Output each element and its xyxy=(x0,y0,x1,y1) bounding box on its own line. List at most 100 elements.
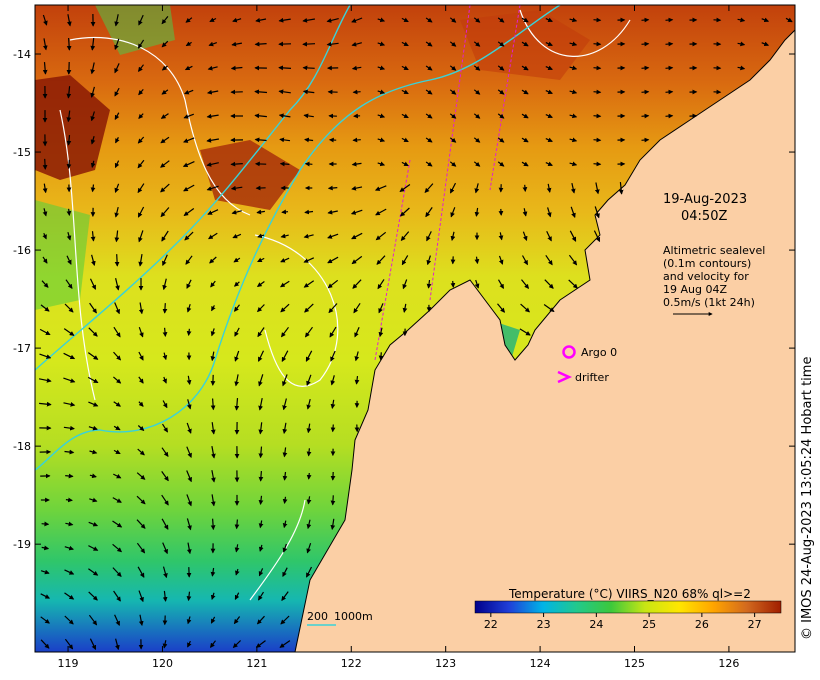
velocity-arrow xyxy=(327,256,339,264)
velocity-arrow xyxy=(66,110,72,123)
velocity-arrow xyxy=(210,398,216,411)
velocity-arrow xyxy=(450,280,456,288)
velocity-arrow xyxy=(257,257,265,263)
velocity-arrow xyxy=(162,303,168,314)
velocity-arrow xyxy=(112,520,123,528)
velocity-arrow xyxy=(112,567,122,577)
velocity-arrow xyxy=(474,183,480,194)
velocity-arrow xyxy=(449,65,457,71)
velocity-arrow xyxy=(569,161,578,167)
velocity-arrow xyxy=(593,230,601,243)
velocity-arrow xyxy=(545,137,553,142)
velocity-arrow xyxy=(114,38,120,50)
velocity-arrow xyxy=(138,64,144,72)
velocity-arrow xyxy=(160,183,170,193)
velocity-arrow xyxy=(593,41,602,47)
velocity-arrow xyxy=(112,543,123,553)
colorbar-title: Temperature (°C) VIIRS_N20 68% ql>=2 xyxy=(508,587,751,601)
velocity-arrow xyxy=(278,17,291,23)
velocity-arrow xyxy=(378,303,384,314)
velocity-arrow xyxy=(280,615,290,625)
velocity-arrow xyxy=(449,113,457,119)
velocity-arrow xyxy=(497,41,505,47)
sealevel-contour xyxy=(519,9,631,57)
velocity-arrow xyxy=(498,255,504,265)
velocity-arrow xyxy=(641,89,650,95)
velocity-arrow xyxy=(593,161,602,167)
velocity-arrow xyxy=(327,209,338,215)
velocity-arrow xyxy=(279,137,291,143)
velocity-arrow xyxy=(210,518,216,531)
velocity-arrow xyxy=(89,449,98,455)
velocity-arrow xyxy=(90,86,95,98)
velocity-arrow xyxy=(207,65,218,71)
velocity-arrow xyxy=(88,327,98,337)
velocity-arrow xyxy=(113,590,121,602)
velocity-arrow xyxy=(425,161,433,167)
colorbar-tick-label: 23 xyxy=(537,618,551,631)
velocity-arrow xyxy=(257,233,265,239)
lon-tick-label: 124 xyxy=(530,657,551,670)
velocity-arrow xyxy=(521,137,529,143)
velocity-arrow xyxy=(162,254,168,267)
velocity-arrow xyxy=(255,640,266,648)
velocity-arrow xyxy=(161,40,169,48)
velocity-arrow xyxy=(115,278,120,291)
velocity-arrow xyxy=(254,137,267,143)
velocity-arrow xyxy=(89,302,97,314)
velocity-arrow xyxy=(186,542,192,555)
velocity-arrow xyxy=(400,231,410,242)
velocity-arrow xyxy=(401,255,409,266)
velocity-arrow xyxy=(161,65,168,71)
velocity-arrow xyxy=(162,640,168,649)
velocity-arrow xyxy=(41,280,49,288)
velocity-arrow xyxy=(184,231,194,241)
velocity-arrow xyxy=(257,350,265,362)
velocity-arrow xyxy=(425,41,433,47)
velocity-arrow xyxy=(425,207,433,218)
velocity-arrow xyxy=(42,256,48,264)
lat-tick-label: -18 xyxy=(13,440,31,453)
velocity-arrow xyxy=(211,305,216,312)
velocity-arrow xyxy=(570,182,576,194)
velocity-arrow xyxy=(402,303,408,313)
velocity-arrow xyxy=(162,352,168,361)
velocity-arrow xyxy=(425,17,433,23)
velocity-arrow xyxy=(162,278,167,291)
velocity-arrow xyxy=(401,17,409,23)
velocity-arrow xyxy=(400,207,410,217)
velocity-arrow xyxy=(665,89,674,95)
land xyxy=(294,5,795,652)
velocity-arrow xyxy=(665,65,674,71)
velocity-arrow xyxy=(450,231,456,241)
velocity-arrow xyxy=(497,137,505,143)
velocity-arrow xyxy=(304,303,314,313)
velocity-arrow xyxy=(207,89,219,95)
velocity-arrow xyxy=(138,302,144,315)
velocity-arrow xyxy=(233,257,241,263)
velocity-arrow xyxy=(138,401,144,407)
velocity-arrow xyxy=(184,89,194,95)
velocity-arrow xyxy=(162,566,168,579)
velocity-arrow xyxy=(473,113,481,119)
velocity-arrow xyxy=(278,89,291,95)
velocity-arrow xyxy=(40,639,50,649)
velocity-arrow xyxy=(521,255,529,266)
velocity-arrow xyxy=(401,161,409,167)
velocity-arrow xyxy=(545,41,553,46)
velocity-arrow xyxy=(737,17,746,23)
velocity-arrow xyxy=(258,374,264,387)
velocity-arrow xyxy=(354,351,360,362)
colorbar: Temperature (°C) VIIRS_N20 68% ql>=2 22 2… xyxy=(474,587,782,631)
velocity-arrow xyxy=(399,184,411,192)
velocity-arrow xyxy=(377,17,386,23)
velocity-arrow xyxy=(522,231,528,242)
velocity-arrow xyxy=(665,17,674,23)
velocity-arrow xyxy=(136,519,146,529)
velocity-arrow xyxy=(186,591,192,602)
velocity-arrow xyxy=(114,160,120,169)
colorbar-ramp xyxy=(474,600,782,614)
altimetry-note: Altimetric sealevel (0.1m contours) and … xyxy=(663,244,765,316)
velocity-arrow xyxy=(254,113,267,119)
velocity-arrow xyxy=(497,279,505,289)
